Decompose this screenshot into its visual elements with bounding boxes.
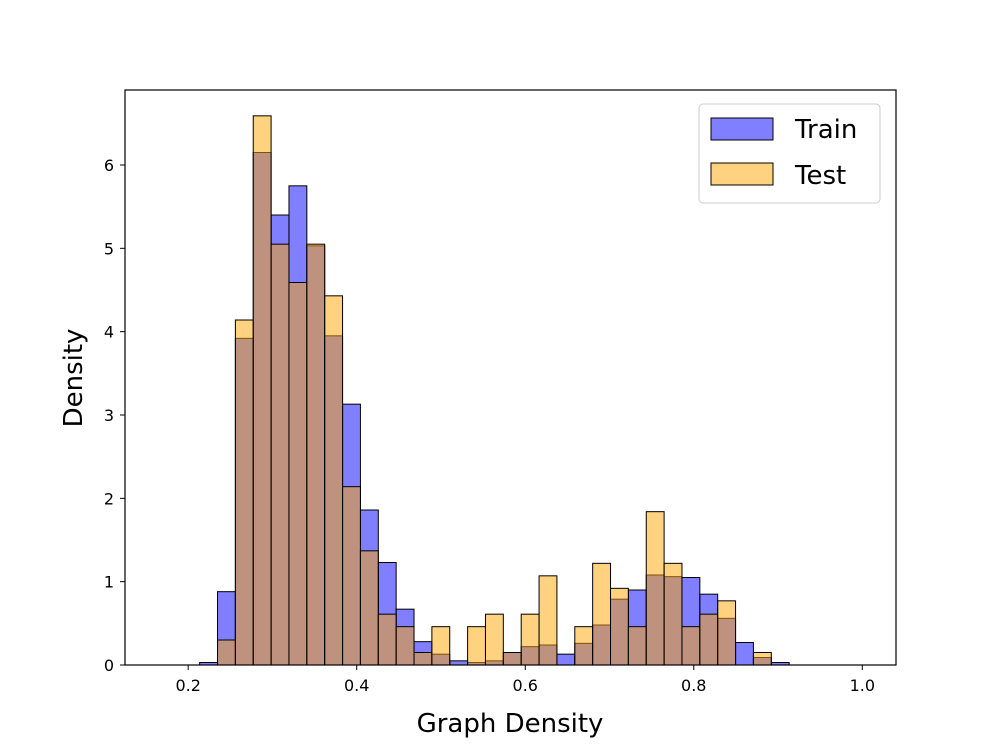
bar-test-32 [717, 600, 737, 666]
bar-test-13 [377, 613, 397, 666]
legend: Train Test [698, 103, 881, 204]
y-axis-label: Density [59, 329, 89, 428]
bar-test-22 [538, 575, 558, 666]
y-axis: 0 1 2 3 4 5 6 [104, 156, 125, 675]
bar-test-14 [395, 626, 415, 666]
bar-test-16 [431, 626, 451, 666]
bar-test-19 [484, 613, 504, 666]
bar-test-24 [574, 626, 594, 666]
bar-test-15 [413, 652, 433, 666]
bar-test-8 [288, 282, 308, 666]
x-tick-label: 0.6 [513, 676, 538, 695]
bar-test-18 [467, 626, 486, 666]
x-tick-label: 1.0 [850, 676, 875, 695]
bar-test-34 [752, 652, 772, 666]
legend-label-train: Train [794, 115, 857, 145]
x-axis-label: Graph Density [417, 709, 604, 739]
bar-test-10 [324, 295, 344, 666]
x-tick-label: 0.4 [344, 676, 369, 695]
bar-test-27 [627, 626, 647, 666]
x-tick-label: 0.8 [681, 676, 706, 695]
legend-swatch-train [710, 117, 774, 141]
bar-test-11 [342, 486, 361, 666]
bar-train-23 [556, 653, 576, 666]
bar-test-31 [699, 613, 719, 666]
bar-test-7 [270, 243, 290, 666]
y-tick-label: 0 [104, 656, 114, 675]
test-bars [217, 115, 772, 666]
legend-swatch-test [710, 162, 774, 186]
y-tick-label: 1 [104, 573, 114, 592]
y-tick-label: 5 [104, 239, 114, 258]
bar-test-12 [359, 550, 379, 666]
y-tick-label: 3 [104, 406, 114, 425]
bar-test-6 [252, 115, 272, 666]
bar-test-30 [681, 626, 701, 666]
bar-test-28 [645, 511, 665, 666]
bar-train-33 [735, 642, 754, 666]
y-tick-label: 6 [104, 156, 114, 175]
bar-test-29 [663, 562, 683, 666]
bar-test-20 [502, 652, 522, 666]
plot-frame [124, 89, 897, 666]
y-tick-label: 2 [104, 489, 114, 508]
bar-test-9 [306, 243, 326, 666]
legend-label-test: Test [794, 161, 846, 191]
x-tick-label: 0.2 [175, 676, 200, 695]
bar-test-25 [592, 562, 612, 666]
y-tick-label: 4 [104, 323, 114, 342]
x-axis: 0.2 0.4 0.6 0.8 1.0 [175, 665, 875, 695]
bar-test-5 [234, 319, 254, 666]
bar-test-4 [217, 639, 236, 666]
bar-train-17 [449, 660, 469, 666]
bar-test-26 [610, 587, 629, 666]
bar-test-21 [520, 613, 540, 666]
